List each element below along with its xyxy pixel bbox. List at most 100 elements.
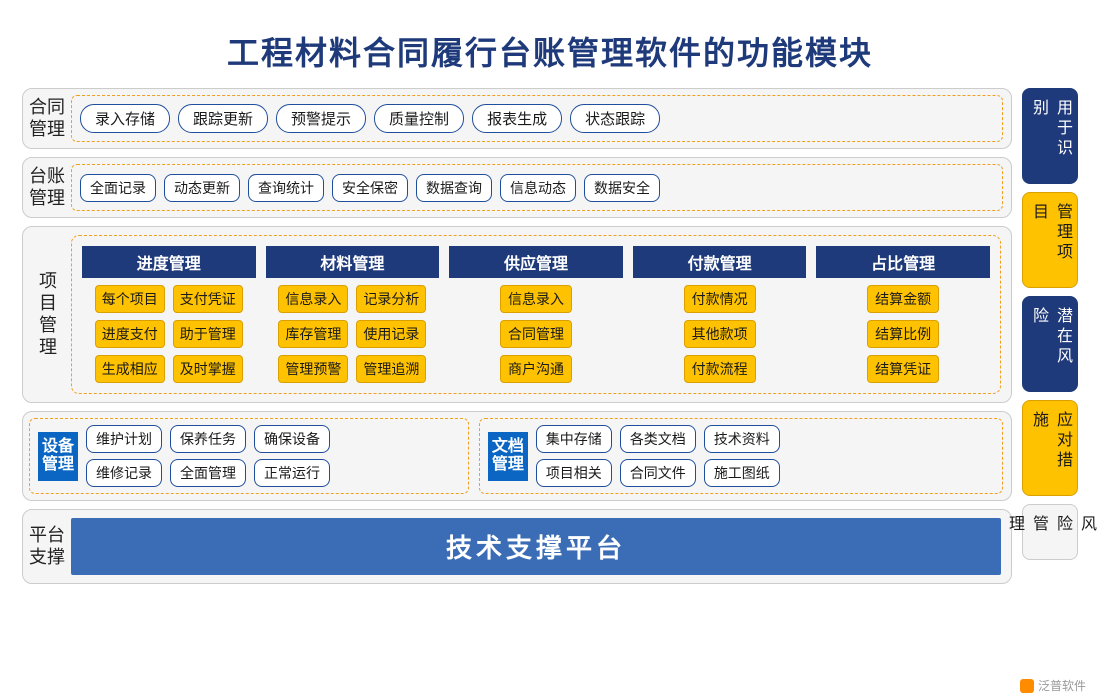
dual-row: 集中存储各类文档技术资料 xyxy=(536,425,994,453)
pm-row: 管理预警管理追溯 xyxy=(266,355,440,383)
pm-row: 付款情况 xyxy=(633,285,807,313)
pill-item: 项目相关 xyxy=(536,459,612,487)
row-label: 合同管理 xyxy=(23,89,71,148)
platform-bar: 技术支撑平台 xyxy=(71,518,1001,575)
pill-item: 动态更新 xyxy=(164,174,240,202)
right-item: 风险管理 xyxy=(1022,504,1078,560)
yellow-cell: 结算比例 xyxy=(867,320,939,348)
yellow-cell: 结算金额 xyxy=(867,285,939,313)
row-platform: 平台支撑 技术支撑平台 xyxy=(22,509,1012,584)
pill-item: 安全保密 xyxy=(332,174,408,202)
pill-item: 正常运行 xyxy=(254,459,330,487)
document-section: 文档管理 集中存储各类文档技术资料项目相关合同文件施工图纸 xyxy=(479,418,1003,494)
yellow-cell: 及时掌握 xyxy=(173,355,243,383)
right-column: 用于识别管理项目潜在风险应对措施风险管理 xyxy=(1022,88,1078,584)
left-column: 合同管理 录入存储跟踪更新预警提示质量控制报表生成状态跟踪 台账管理 全面记录动… xyxy=(22,88,1012,584)
pm-row: 每个项目支付凭证 xyxy=(82,285,256,313)
row-label: 项目管理 xyxy=(23,227,71,402)
pill-item: 保养任务 xyxy=(170,425,246,453)
dual-row: 维护计划保养任务确保设备 xyxy=(86,425,460,453)
yellow-cell: 信息录入 xyxy=(500,285,572,313)
pm-head: 付款管理 xyxy=(633,246,807,278)
pm-head: 供应管理 xyxy=(449,246,623,278)
pm-row: 商户沟通 xyxy=(449,355,623,383)
yellow-cell: 管理预警 xyxy=(278,355,348,383)
yellow-cell: 其他款项 xyxy=(684,320,756,348)
pill-item: 集中存储 xyxy=(536,425,612,453)
page-title: 工程材料合同履行台账管理软件的功能模块 xyxy=(0,0,1100,88)
yellow-cell: 信息录入 xyxy=(278,285,348,313)
pm-row: 合同管理 xyxy=(449,320,623,348)
dual-row: 维修记录全面管理正常运行 xyxy=(86,459,460,487)
pill-item: 信息动态 xyxy=(500,174,576,202)
pm-row: 结算金额 xyxy=(816,285,990,313)
row-ledger-mgmt: 台账管理 全面记录动态更新查询统计安全保密数据查询信息动态数据安全 xyxy=(22,157,1012,218)
doc-grid: 集中存储各类文档技术资料项目相关合同文件施工图纸 xyxy=(536,425,994,487)
pill-item: 报表生成 xyxy=(472,104,562,133)
yellow-cell: 付款情况 xyxy=(684,285,756,313)
pm-column: 材料管理信息录入记录分析库存管理使用记录管理预警管理追溯 xyxy=(266,246,440,383)
dual-row: 项目相关合同文件施工图纸 xyxy=(536,459,994,487)
pill-item: 技术资料 xyxy=(704,425,780,453)
yellow-cell: 付款流程 xyxy=(684,355,756,383)
pm-row: 生成相应及时掌握 xyxy=(82,355,256,383)
yellow-cell: 合同管理 xyxy=(500,320,572,348)
row-label: 台账管理 xyxy=(23,158,71,217)
right-item: 应对措施 xyxy=(1022,400,1078,496)
pm-head: 材料管理 xyxy=(266,246,440,278)
pill-item: 合同文件 xyxy=(620,459,696,487)
blue-tag: 文档管理 xyxy=(488,432,528,481)
row-equip-doc: 设备管理 维护计划保养任务确保设备维修记录全面管理正常运行 文档管理 集中存储各… xyxy=(22,411,1012,501)
pill-item: 维修记录 xyxy=(86,459,162,487)
pm-column: 供应管理信息录入合同管理商户沟通 xyxy=(449,246,623,383)
pm-head: 进度管理 xyxy=(82,246,256,278)
right-item: 潜在风险 xyxy=(1022,296,1078,392)
yellow-cell: 使用记录 xyxy=(356,320,426,348)
yellow-cell: 助于管理 xyxy=(173,320,243,348)
pill-item: 各类文档 xyxy=(620,425,696,453)
equipment-section: 设备管理 维护计划保养任务确保设备维修记录全面管理正常运行 xyxy=(29,418,469,494)
pm-row: 库存管理使用记录 xyxy=(266,320,440,348)
yellow-cell: 结算凭证 xyxy=(867,355,939,383)
yellow-cell: 记录分析 xyxy=(356,285,426,313)
yellow-cell: 管理追溯 xyxy=(356,355,426,383)
pm-row: 付款流程 xyxy=(633,355,807,383)
watermark-text: 泛普软件 xyxy=(1038,677,1086,694)
pill-item: 查询统计 xyxy=(248,174,324,202)
right-item: 用于识别 xyxy=(1022,88,1078,184)
yellow-cell: 每个项目 xyxy=(95,285,165,313)
pill-item: 施工图纸 xyxy=(704,459,780,487)
dual-body: 设备管理 维护计划保养任务确保设备维修记录全面管理正常运行 文档管理 集中存储各… xyxy=(29,418,1003,494)
row-body: 全面记录动态更新查询统计安全保密数据查询信息动态数据安全 xyxy=(71,164,1003,211)
pill-item: 全面记录 xyxy=(80,174,156,202)
yellow-cell: 库存管理 xyxy=(278,320,348,348)
watermark: 泛普软件 xyxy=(1020,677,1086,694)
pm-column: 占比管理结算金额结算比例结算凭证 xyxy=(816,246,990,383)
yellow-cell: 支付凭证 xyxy=(173,285,243,313)
pm-row: 进度支付助于管理 xyxy=(82,320,256,348)
pill-item: 数据安全 xyxy=(584,174,660,202)
blue-tag: 设备管理 xyxy=(38,432,78,481)
right-item: 管理项目 xyxy=(1022,192,1078,288)
pill-item: 预警提示 xyxy=(276,104,366,133)
equip-grid: 维护计划保养任务确保设备维修记录全面管理正常运行 xyxy=(86,425,460,487)
pm-row: 结算凭证 xyxy=(816,355,990,383)
pm-head: 占比管理 xyxy=(816,246,990,278)
yellow-cell: 生成相应 xyxy=(95,355,165,383)
yellow-cell: 商户沟通 xyxy=(500,355,572,383)
pill-item: 跟踪更新 xyxy=(178,104,268,133)
row-label: 平台支撑 xyxy=(23,510,71,583)
pm-column: 付款管理付款情况其他款项付款流程 xyxy=(633,246,807,383)
pill-item: 状态跟踪 xyxy=(570,104,660,133)
row-project-mgmt: 项目管理 进度管理每个项目支付凭证进度支付助于管理生成相应及时掌握材料管理信息录… xyxy=(22,226,1012,403)
yellow-cell: 进度支付 xyxy=(95,320,165,348)
pm-row: 信息录入 xyxy=(449,285,623,313)
row-contract-mgmt: 合同管理 录入存储跟踪更新预警提示质量控制报表生成状态跟踪 xyxy=(22,88,1012,149)
pill-item: 全面管理 xyxy=(170,459,246,487)
pill-item: 质量控制 xyxy=(374,104,464,133)
pm-row: 结算比例 xyxy=(816,320,990,348)
pill-item: 确保设备 xyxy=(254,425,330,453)
main-layout: 合同管理 录入存储跟踪更新预警提示质量控制报表生成状态跟踪 台账管理 全面记录动… xyxy=(0,88,1100,584)
pill-item: 录入存储 xyxy=(80,104,170,133)
project-body: 进度管理每个项目支付凭证进度支付助于管理生成相应及时掌握材料管理信息录入记录分析… xyxy=(71,235,1001,394)
